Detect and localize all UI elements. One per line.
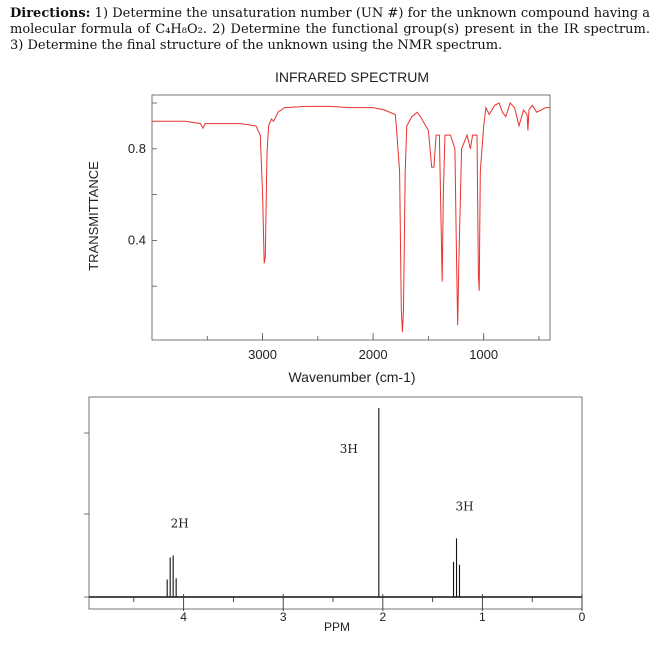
nmr-peak-quartet bbox=[166, 555, 177, 597]
nmr-integration-label: 2H bbox=[171, 516, 189, 530]
nmr-peak-triplet bbox=[452, 538, 461, 597]
nmr-left-axis-ticks bbox=[84, 432, 89, 598]
ir-y-tick-label: 0.8 bbox=[128, 141, 146, 156]
ir-spectrum-chart: INFRARED SPECTRUM TRANSMITTANCE Wavenumb… bbox=[86, 69, 551, 385]
ir-plot-frame bbox=[151, 94, 551, 341]
directions-body: 1) Determine the unsaturation number (UN… bbox=[10, 6, 650, 53]
nmr-x-tick-label: 4 bbox=[180, 610, 187, 624]
ir-trace-line bbox=[152, 102, 550, 333]
nmr-integration-label: 3H bbox=[455, 499, 473, 513]
ir-chart-title: INFRARED SPECTRUM bbox=[275, 69, 429, 85]
nmr-plot-frame bbox=[88, 396, 583, 610]
ir-y-tick-label: 0.4 bbox=[128, 232, 146, 247]
directions-text: Directions: 1) Determine the unsaturatio… bbox=[10, 6, 650, 54]
nmr-x-tick-label: 1 bbox=[479, 610, 486, 624]
nmr-integration-label: 3H bbox=[340, 442, 358, 456]
nmr-x-tick-label: 3 bbox=[280, 610, 287, 624]
ir-x-tick-label: 3000 bbox=[248, 347, 277, 362]
ir-x-axis-label: Wavenumber (cm-1) bbox=[288, 369, 415, 385]
nmr-x-tick-label: 2 bbox=[379, 610, 386, 624]
ir-x-tick-label: 2000 bbox=[359, 347, 388, 362]
ir-y-axis-label: TRANSMITTANCE bbox=[86, 161, 101, 271]
nmr-spectrum-chart: 4 3 2 1 0 2H 3H 3H PPM bbox=[84, 396, 586, 634]
nmr-x-tick-label: 0 bbox=[579, 610, 586, 624]
directions-label: Directions: bbox=[10, 6, 91, 21]
ir-x-tick-label: 1000 bbox=[469, 347, 498, 362]
nmr-x-axis-label: PPM bbox=[324, 620, 350, 634]
